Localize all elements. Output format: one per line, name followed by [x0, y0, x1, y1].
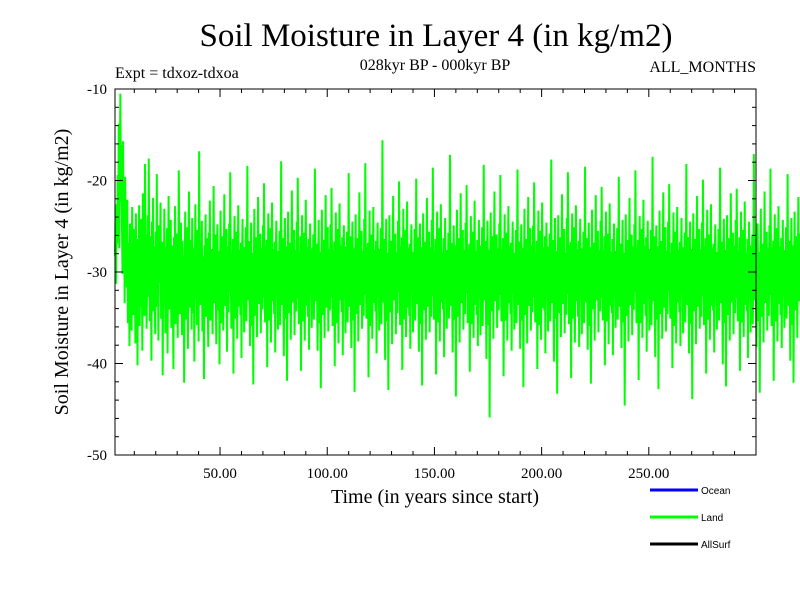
y-tick-label: -20 — [87, 174, 107, 190]
y-tick-label: -40 — [87, 357, 107, 373]
ticks-layer: 50.00 100.00 150.00 200.00 250.00 -10 -20 -30 -4… — [87, 82, 756, 482]
legend-label-ocean: Ocean — [701, 486, 730, 497]
y-tick-label: -50 — [87, 448, 107, 464]
x-tick-label: 250.00 — [628, 466, 669, 482]
y-tick-label: -30 — [87, 265, 107, 281]
x-tick-label: 200.00 — [521, 466, 562, 482]
x-tick-label: 150.00 — [414, 466, 455, 482]
legend: Ocean Land AllSurf — [650, 486, 731, 551]
plot-frame — [114, 88, 757, 456]
x-tick-label: 100.00 — [307, 466, 348, 482]
y-tick-label: -10 — [87, 82, 107, 98]
series-line-land — [114, 93, 800, 418]
y-axis-label: Soil Moisture in Layer 4 (in kg/m2) — [51, 129, 73, 416]
legend-label-land: Land — [701, 513, 723, 524]
series-layer — [114, 93, 800, 418]
experiment-label: Expt = tdxoz-tdxoa — [115, 65, 239, 82]
chart-subtitle: 028kyr BP - 000kyr BP — [360, 57, 511, 74]
chart-title: Soil Moisture in Layer 4 (in kg/m2) — [200, 18, 673, 54]
legend-label-allsurf: AllSurf — [701, 540, 731, 551]
x-tick-label: 50.00 — [203, 466, 237, 482]
months-label: ALL_MONTHS — [649, 59, 756, 76]
x-axis-label: Time (in years since start) — [331, 486, 539, 508]
